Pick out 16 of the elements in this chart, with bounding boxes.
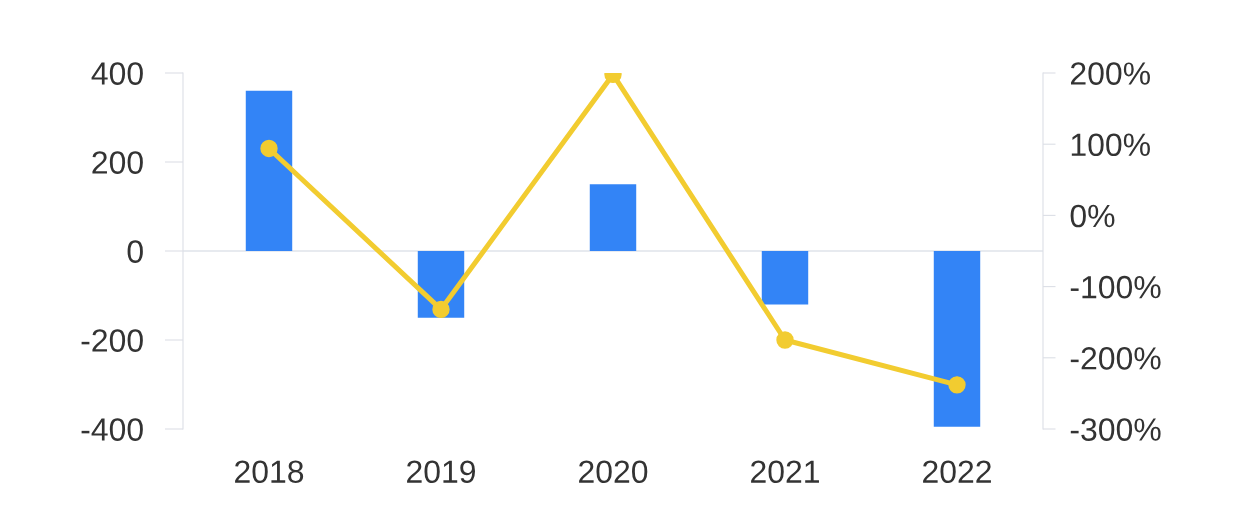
y2-tick-label: 100%	[1071, 133, 1150, 157]
y-tick-label: 400	[91, 62, 143, 85]
x-tick-label: 2019	[407, 460, 476, 484]
y-tick-label: -200	[81, 329, 143, 352]
y2-tick-label: -300%	[1070, 418, 1161, 441]
x-tick-label: 2020	[579, 460, 648, 484]
x-tick-label: 2021	[751, 460, 819, 484]
y2-tick-label: -100%	[1070, 275, 1161, 299]
y-tick-label: 200	[92, 151, 143, 174]
y-tick-label: 0	[127, 240, 143, 263]
x-tick-label: 2022	[923, 460, 991, 484]
y2-tick-label: 200%	[1071, 62, 1150, 85]
y-tick-label: -400	[81, 418, 143, 441]
y2-tick-label: -200%	[1070, 347, 1161, 370]
y2-tick-label: 0%	[1070, 204, 1115, 228]
x-tick-label: 2018	[235, 460, 304, 484]
